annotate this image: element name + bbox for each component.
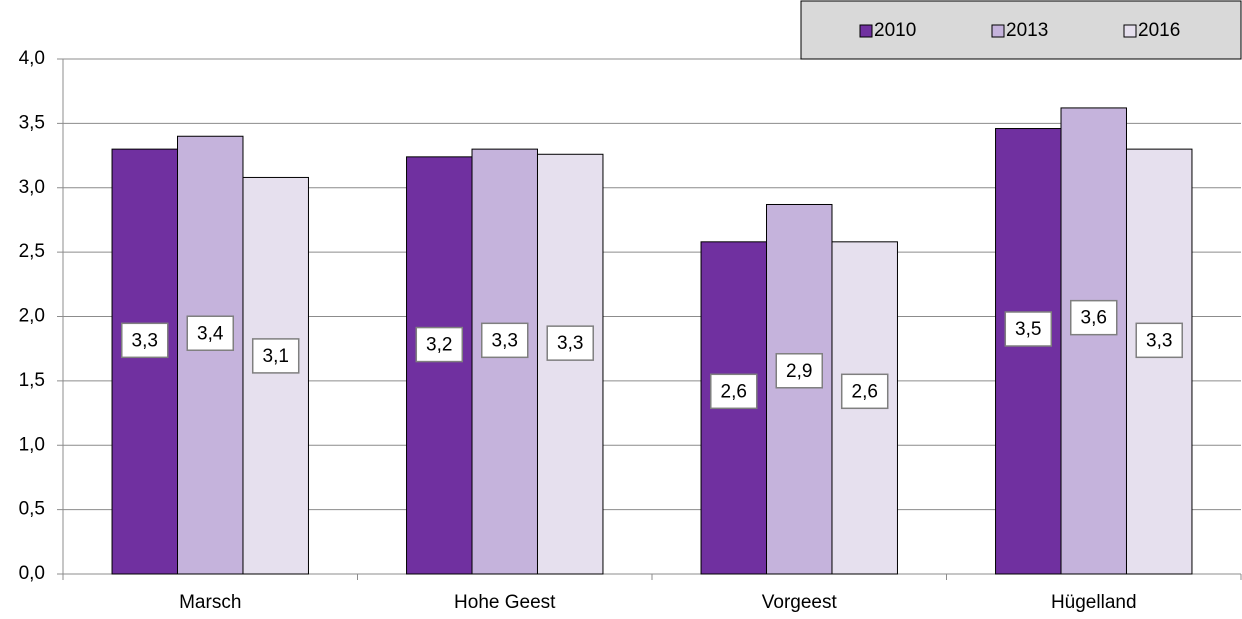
value-label: 3,1 bbox=[263, 346, 289, 367]
y-tick-label: 0,5 bbox=[19, 499, 45, 520]
legend-box bbox=[800, 0, 1242, 60]
value-label: 3,3 bbox=[492, 330, 518, 351]
value-label-box bbox=[775, 353, 823, 389]
bar bbox=[536, 153, 604, 575]
value-label: 3,6 bbox=[1081, 308, 1107, 329]
value-label-box bbox=[710, 373, 758, 410]
bar bbox=[111, 148, 179, 575]
y-tick-label: 2,0 bbox=[19, 306, 45, 327]
value-label: 3,3 bbox=[1146, 330, 1172, 351]
y-tick-label: 3,0 bbox=[19, 177, 45, 198]
value-label: 3,5 bbox=[1015, 319, 1041, 340]
value-label: 3,3 bbox=[132, 330, 158, 351]
value-label: 2,6 bbox=[852, 381, 878, 402]
y-tick-label: 0,0 bbox=[19, 563, 45, 584]
value-label: 3,4 bbox=[197, 323, 224, 344]
value-label: 2,6 bbox=[721, 381, 747, 402]
legend-label: 2016 bbox=[1138, 20, 1180, 41]
legend-swatch bbox=[1123, 24, 1137, 38]
bar bbox=[766, 203, 833, 575]
value-label-box bbox=[546, 325, 594, 361]
value-label-box bbox=[1004, 311, 1053, 347]
value-label-box bbox=[121, 322, 169, 359]
x-tick-label: Hügelland bbox=[1051, 592, 1137, 613]
legend-label: 2013 bbox=[1006, 20, 1048, 41]
value-label-box bbox=[1070, 299, 1118, 336]
legend-label: 2010 bbox=[874, 20, 916, 41]
bar bbox=[242, 176, 309, 575]
value-label: 3,2 bbox=[426, 335, 452, 356]
value-label: 2,9 bbox=[786, 361, 812, 382]
value-label-box bbox=[415, 326, 464, 363]
bar bbox=[406, 156, 473, 575]
bar bbox=[995, 128, 1062, 575]
x-tick-label: Hohe Geest bbox=[454, 592, 556, 613]
value-label-box bbox=[840, 373, 889, 410]
y-tick-label: 4,0 bbox=[19, 48, 45, 69]
bar bbox=[1125, 148, 1193, 575]
value-label-box bbox=[1135, 322, 1183, 359]
legend-swatch bbox=[991, 24, 1005, 38]
bar bbox=[471, 148, 538, 575]
value-label: 3,3 bbox=[557, 333, 583, 354]
y-tick-label: 1,0 bbox=[19, 434, 45, 455]
bar bbox=[177, 135, 244, 575]
value-label-box bbox=[251, 338, 300, 374]
x-tick-label: Vorgeest bbox=[762, 592, 838, 613]
y-tick-label: 3,5 bbox=[19, 112, 45, 133]
value-label-box bbox=[186, 315, 234, 351]
x-tick-label: Marsch bbox=[179, 592, 241, 613]
y-tick-label: 1,5 bbox=[19, 370, 45, 391]
bar bbox=[1060, 107, 1127, 575]
y-tick-label: 2,5 bbox=[19, 241, 45, 262]
legend-swatch bbox=[859, 24, 873, 38]
value-label-box bbox=[481, 322, 529, 359]
